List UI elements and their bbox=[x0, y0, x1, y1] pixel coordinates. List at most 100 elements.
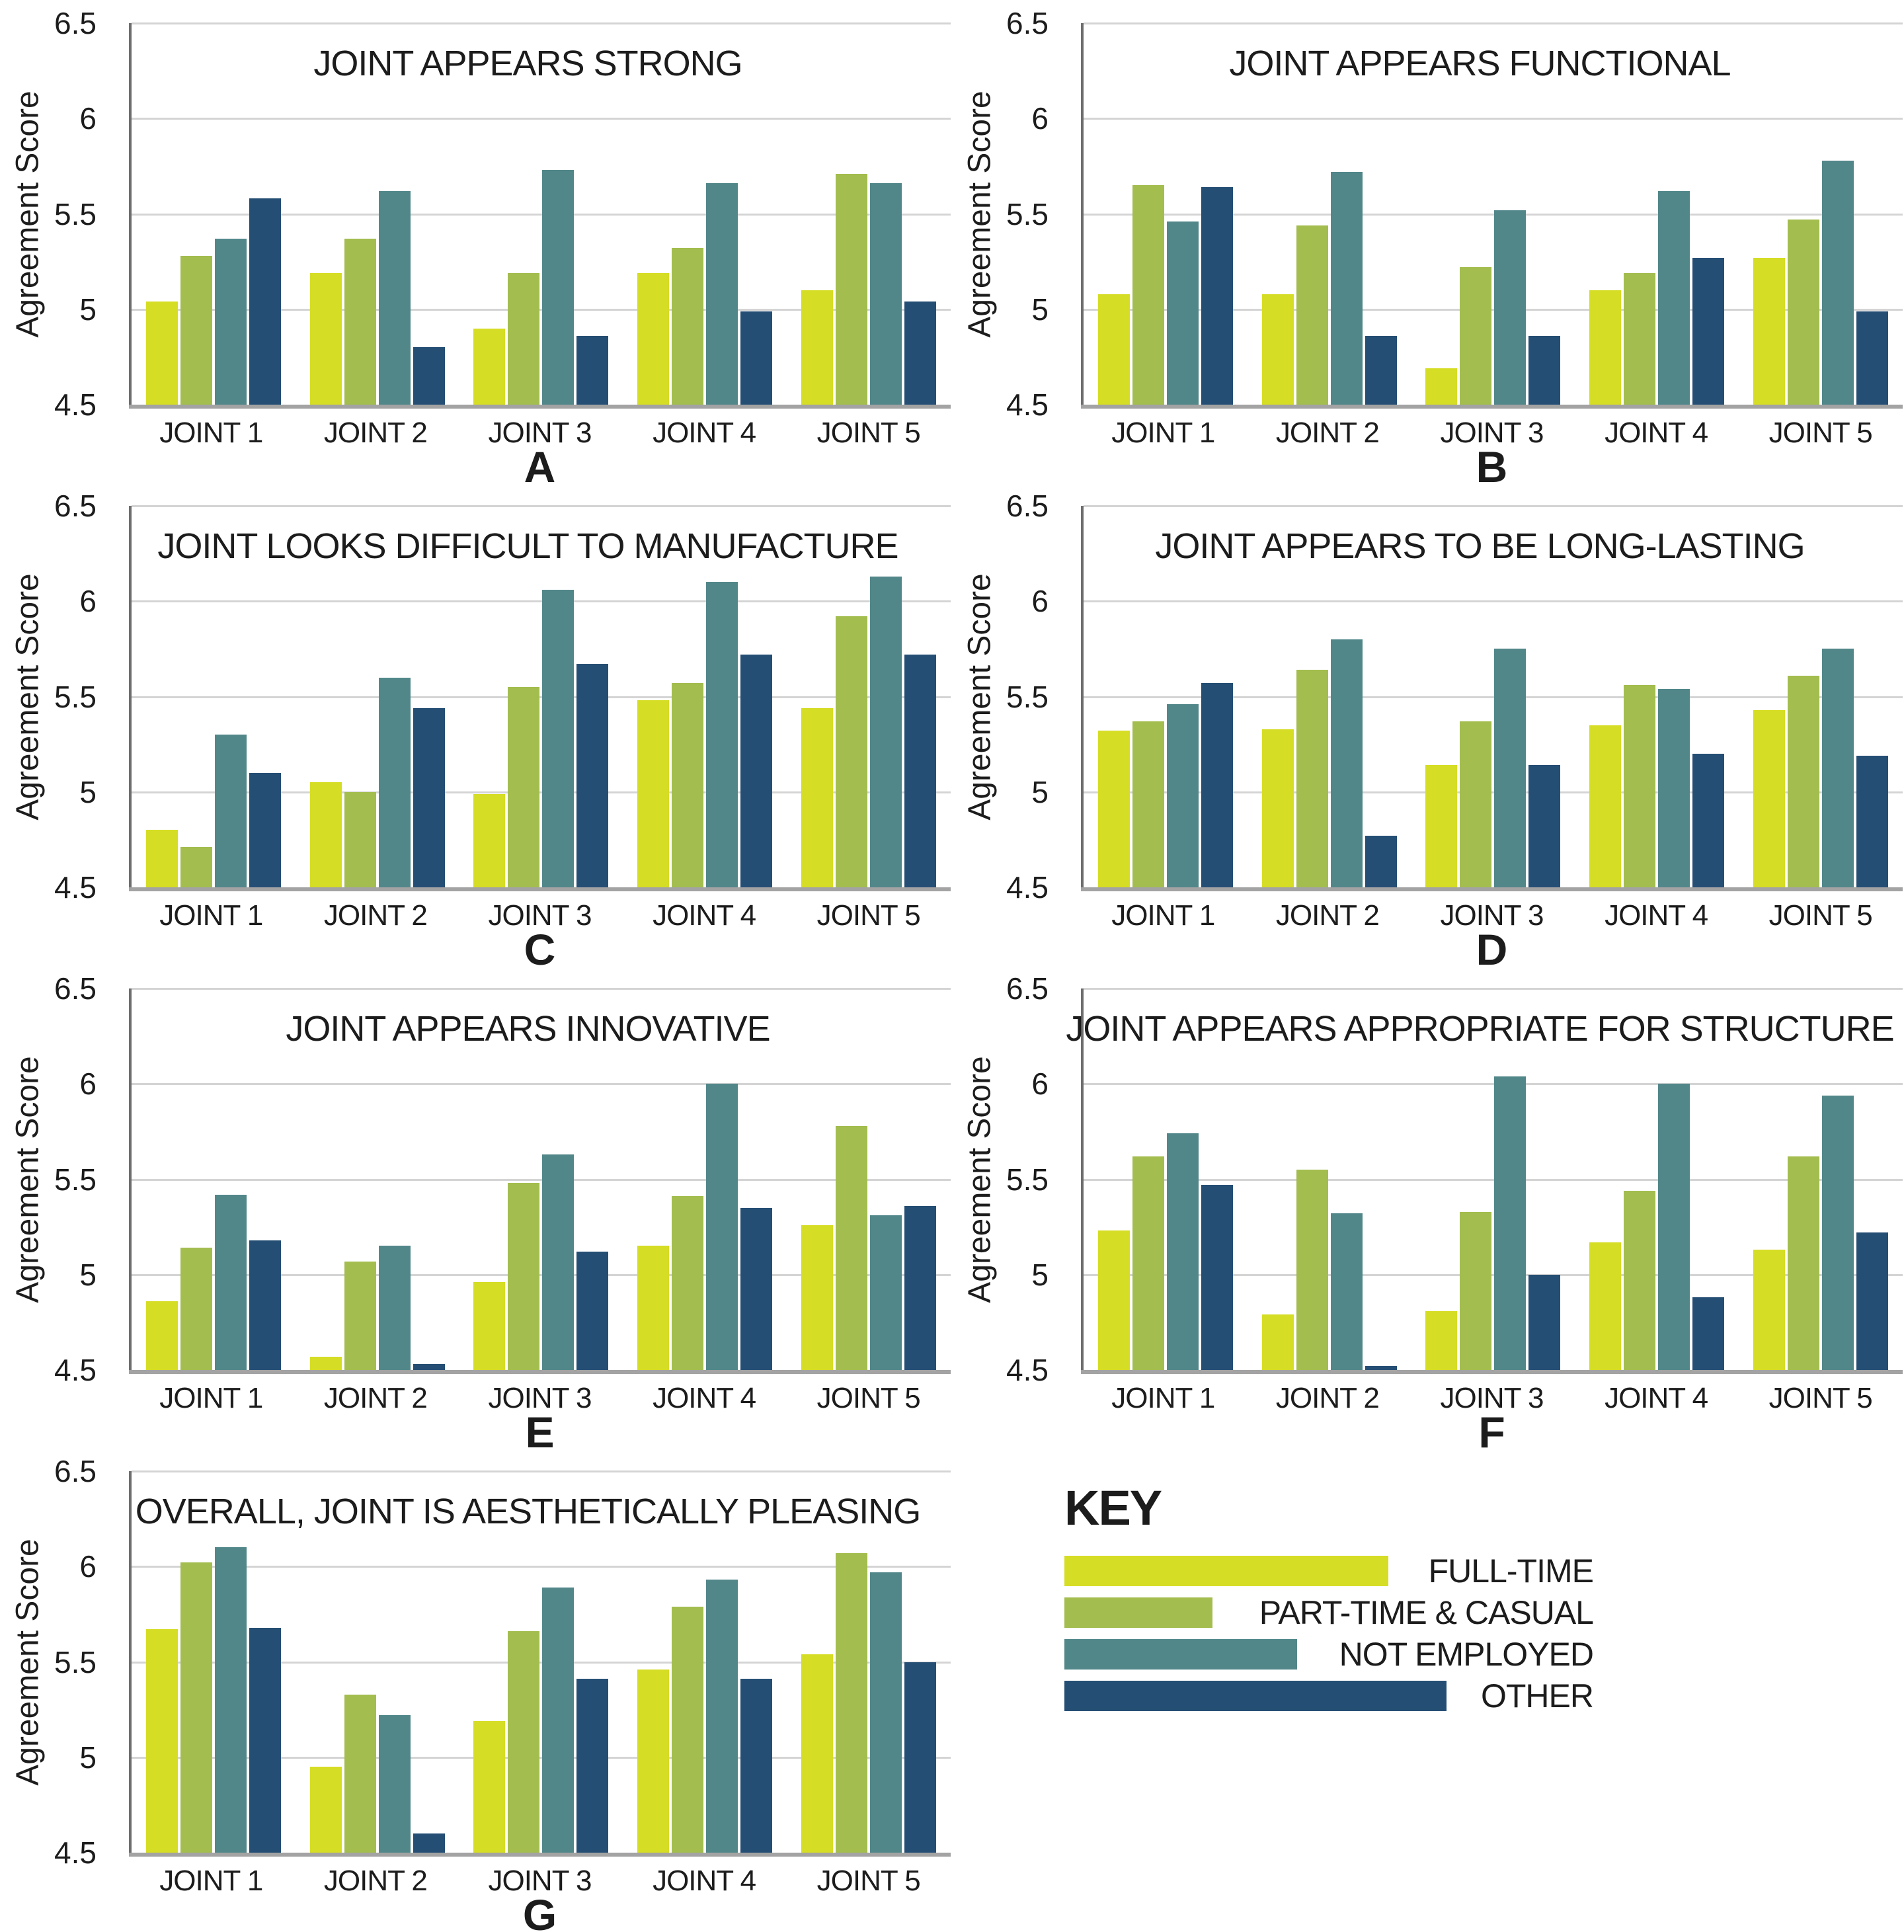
bar-full-time bbox=[309, 272, 342, 405]
x-axis-labels: JOINT 1 JOINT 2 JOINT 3 JOINT 4 JOINT 5 bbox=[129, 1382, 951, 1415]
bar-other bbox=[904, 655, 937, 887]
bar-full-time bbox=[637, 272, 670, 405]
bar-other bbox=[413, 347, 445, 405]
y-tick-label: 5 bbox=[1031, 292, 1049, 327]
bar-group bbox=[1411, 988, 1575, 1370]
bar-full-time bbox=[1589, 1242, 1622, 1370]
bar-other bbox=[904, 302, 937, 405]
y-tick-label: 5 bbox=[79, 1740, 97, 1775]
chart-panel-a: Agreement Score 6.5 6 5.5 5 4.5 JOINT APPEARS … bbox=[0, 0, 952, 491]
x-tick-label: JOINT 2 bbox=[323, 417, 428, 449]
y-tick-label: 6.5 bbox=[54, 6, 97, 40]
bar-other bbox=[1528, 1274, 1561, 1370]
legend-title: KEY bbox=[1064, 1480, 1162, 1535]
y-tick-label: 6 bbox=[1031, 101, 1049, 136]
bar-part-time-casual bbox=[508, 687, 540, 887]
bar-other bbox=[576, 1252, 609, 1370]
bar-part-time-casual bbox=[508, 272, 540, 405]
x-axis-line bbox=[129, 405, 951, 409]
bar-full-time bbox=[637, 700, 670, 887]
y-tick-label: 5 bbox=[79, 774, 97, 809]
bar-not-employed bbox=[706, 582, 738, 887]
bar-groups bbox=[1084, 506, 1903, 887]
gridline bbox=[132, 696, 951, 698]
bar-group bbox=[132, 506, 296, 887]
bar-part-time-casual bbox=[508, 1183, 540, 1370]
bar-full-time bbox=[1589, 290, 1622, 405]
x-axis-labels: JOINT 1 JOINT 2 JOINT 3 JOINT 4 JOINT 5 bbox=[1081, 899, 1903, 932]
bar-full-time bbox=[473, 793, 506, 887]
plot-area: OVERALL, JOINT IS AESTHETICALLY PLEASING bbox=[129, 1470, 951, 1857]
chart-title: JOINT LOOKS DIFFICULT TO MANUFACTURE bbox=[157, 526, 898, 566]
y-tick-label: 4.5 bbox=[54, 387, 97, 422]
bar-full-time bbox=[1097, 1230, 1130, 1370]
bar-other bbox=[413, 1833, 445, 1853]
bar-full-time bbox=[1589, 725, 1622, 887]
x-axis-labels: JOINT 1 JOINT 2 JOINT 3 JOINT 4 JOINT 5 bbox=[1081, 417, 1903, 450]
bar-group bbox=[1084, 506, 1248, 887]
y-tick-label: 6 bbox=[79, 101, 97, 136]
legend-swatch bbox=[1064, 1597, 1212, 1628]
legend-swatch bbox=[1064, 1556, 1388, 1586]
x-tick-label: JOINT 1 bbox=[1111, 417, 1215, 449]
bar-other bbox=[904, 1662, 937, 1853]
gridline bbox=[1084, 791, 1903, 793]
bar-full-time bbox=[1097, 731, 1130, 887]
bar-not-employed bbox=[1494, 210, 1527, 405]
bar-part-time-casual bbox=[836, 1125, 868, 1370]
y-tick-label: 6.5 bbox=[54, 489, 97, 523]
plot-area: JOINT APPEARS INNOVATIVE bbox=[129, 988, 951, 1374]
bar-not-employed bbox=[706, 1084, 738, 1370]
y-tick-label: 6 bbox=[79, 1549, 97, 1584]
legend-label: NOT EMPLOYED bbox=[1339, 1636, 1594, 1673]
bar-groups bbox=[132, 1471, 951, 1853]
x-tick-label: JOINT 3 bbox=[1440, 417, 1544, 449]
bar-not-employed bbox=[542, 170, 575, 405]
bar-group bbox=[1575, 506, 1739, 887]
bar-group bbox=[296, 506, 459, 887]
x-axis-line bbox=[129, 1853, 951, 1857]
bar-part-time-casual bbox=[1460, 1211, 1492, 1370]
y-tick-label: 6 bbox=[1031, 584, 1049, 619]
bar-part-time-casual bbox=[180, 1248, 212, 1370]
bar-part-time-casual bbox=[1788, 220, 1820, 405]
gridline bbox=[132, 791, 951, 793]
y-tick-label: 4.5 bbox=[54, 870, 97, 905]
bar-full-time bbox=[145, 830, 178, 887]
bar-full-time bbox=[473, 328, 506, 405]
bar-not-employed bbox=[1166, 221, 1199, 405]
bar-group bbox=[296, 23, 459, 405]
x-tick-label: JOINT 4 bbox=[1605, 417, 1708, 449]
x-tick-label: JOINT 1 bbox=[159, 417, 263, 449]
panel-letter: D bbox=[1476, 925, 1508, 974]
gridline bbox=[1084, 213, 1903, 216]
x-tick-label: JOINT 1 bbox=[159, 1382, 263, 1414]
bar-not-employed bbox=[706, 1580, 738, 1853]
bar-full-time bbox=[309, 782, 342, 887]
bar-full-time bbox=[637, 1670, 670, 1853]
bar-full-time bbox=[1097, 294, 1130, 405]
x-tick-label: JOINT 3 bbox=[488, 417, 592, 449]
bar-not-employed bbox=[542, 1588, 575, 1853]
bar-groups bbox=[1084, 23, 1903, 405]
x-tick-label: JOINT 1 bbox=[1111, 1382, 1215, 1414]
bar-group bbox=[623, 506, 787, 887]
legend-rows: FULL-TIME PART-TIME & CASUAL NOT EMPLOYED O… bbox=[1064, 1552, 1594, 1714]
plot-area: JOINT APPEARS FUNCTIONAL bbox=[1081, 22, 1903, 409]
bar-group bbox=[1411, 23, 1575, 405]
chart-title: OVERALL, JOINT IS AESTHETICALLY PLEASING bbox=[135, 1492, 921, 1531]
panel-letter: G bbox=[522, 1890, 557, 1932]
bar-part-time-casual bbox=[672, 1606, 704, 1853]
bar-not-employed bbox=[1330, 1213, 1363, 1370]
gridline bbox=[132, 505, 951, 507]
bar-not-employed bbox=[542, 1154, 575, 1370]
chart-title: JOINT APPEARS INNOVATIVE bbox=[286, 1009, 770, 1049]
bar-part-time-casual bbox=[1624, 1190, 1656, 1370]
y-axis-ticks: 6.5 6 5.5 5 4.5 bbox=[0, 6, 107, 422]
bar-part-time-casual bbox=[1788, 675, 1820, 887]
chart-panel-e: Agreement Score 6.5 6 5.5 5 4.5 JOINT APPEARS … bbox=[0, 965, 952, 1457]
bar-not-employed bbox=[1822, 649, 1854, 887]
bar-not-employed bbox=[1658, 190, 1690, 405]
bar-full-time bbox=[1261, 294, 1294, 405]
gridline bbox=[132, 213, 951, 216]
